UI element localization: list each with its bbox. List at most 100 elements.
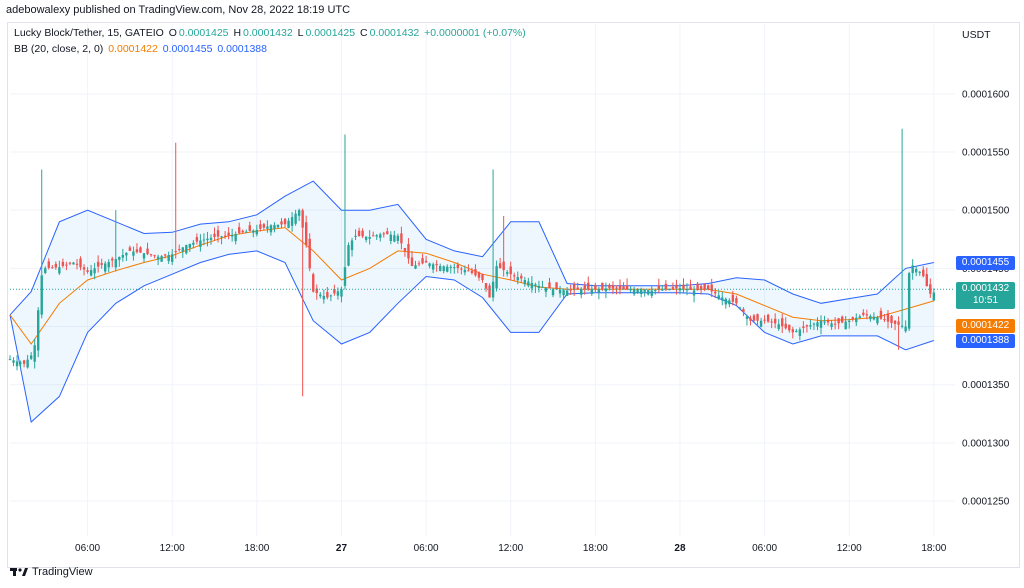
bb-upper-line	[9, 180, 934, 316]
candle-body	[456, 264, 460, 269]
legend-bb-label: BB (20, close, 2, 0)	[14, 43, 104, 55]
candle-body	[142, 253, 146, 259]
candle-body	[714, 291, 717, 294]
candle-body	[96, 261, 100, 267]
candle-body	[639, 289, 643, 294]
candle-body	[178, 249, 181, 251]
candle-body	[181, 247, 184, 252]
candle-body	[449, 266, 452, 268]
candle-body	[54, 263, 58, 268]
candle-body	[44, 268, 47, 273]
candle-body	[125, 252, 128, 256]
candle-body	[230, 234, 234, 237]
candle-body	[220, 236, 223, 238]
candle-body	[37, 310, 40, 351]
candle-body	[333, 288, 336, 294]
candle-body	[802, 326, 805, 328]
candle-body	[735, 298, 738, 304]
tradingview-footer[interactable]: TradingView	[10, 566, 93, 578]
candle-body	[509, 266, 512, 275]
candle-body	[135, 249, 139, 253]
candle-body	[12, 360, 15, 363]
candle-body	[29, 355, 33, 359]
candle-body	[379, 234, 382, 238]
candle-body	[58, 267, 61, 274]
candle-body	[516, 277, 519, 281]
candle-body	[558, 289, 562, 294]
candle-body	[498, 263, 502, 269]
candle-body	[227, 232, 230, 236]
candle-body	[527, 281, 530, 286]
candle-body	[922, 269, 925, 277]
candle-body	[237, 227, 241, 234]
chart-panel[interactable]	[7, 22, 1020, 568]
candle-body	[689, 286, 692, 290]
legend-close-label: C	[360, 27, 368, 39]
candle-body	[590, 289, 594, 294]
legend-bb-upper: 0.0001455	[162, 43, 213, 55]
candle-body	[329, 295, 333, 297]
candle-body	[100, 263, 103, 265]
legend-symbol: Lucky Block/Tether, 15, GATEIO	[14, 27, 164, 39]
candle-body	[248, 225, 251, 232]
candle-body	[576, 287, 579, 290]
candle-body	[202, 239, 206, 241]
candle-body	[541, 286, 544, 288]
candle-body	[696, 283, 699, 291]
bar-countdown: 10:51	[972, 295, 999, 307]
candle-body	[823, 321, 826, 323]
candle-body	[104, 263, 107, 272]
candle-body	[513, 275, 516, 277]
price-tick-label: 0.0001250	[962, 497, 1010, 508]
candle-body	[763, 319, 766, 321]
candle-body	[308, 238, 311, 269]
candle-body	[269, 225, 273, 233]
candle-body	[816, 322, 819, 327]
candle-body	[163, 254, 167, 256]
time-scale: 06:00 12:00 18:00 27 06:00 12:00 18:00 28 06:00 1…	[75, 543, 947, 554]
candle-body	[280, 221, 283, 225]
candle-body	[668, 289, 671, 291]
candle-body	[146, 248, 149, 255]
candle-body	[326, 291, 329, 298]
candle-body	[900, 325, 904, 327]
legend-bb[interactable]: BB (20, close, 2, 0) 0.0001422 0.0001455…	[14, 43, 269, 55]
legend-open-label: O	[168, 27, 177, 39]
legend-close: 0.0001432	[369, 27, 420, 39]
candle-body	[907, 273, 911, 329]
time-tick-label: 18:00	[244, 543, 269, 554]
candle-body	[781, 318, 784, 327]
candle-body	[692, 290, 696, 296]
candle-body	[855, 317, 858, 323]
candle-body	[414, 265, 417, 269]
candle-body	[389, 234, 393, 242]
legend-open: 0.0001425	[178, 27, 229, 39]
candle-body	[654, 290, 657, 292]
candle-body	[371, 235, 375, 237]
candle-body	[428, 263, 431, 267]
candle-body	[86, 270, 89, 272]
candle-body	[795, 330, 798, 332]
candle-body	[520, 275, 523, 279]
candle-body	[537, 285, 541, 288]
legend-low-label: L	[297, 27, 304, 39]
candle-body	[199, 240, 202, 247]
candle-body	[812, 323, 816, 325]
candle-body	[671, 287, 675, 289]
candle-body	[453, 267, 456, 269]
candle-body	[608, 284, 611, 289]
candle-body	[632, 289, 636, 295]
time-tick-label: 12:00	[837, 543, 862, 554]
candle-body	[601, 282, 604, 289]
candle-body	[742, 309, 745, 312]
candle-body	[886, 313, 890, 322]
candle-body	[241, 230, 244, 233]
candle-body	[505, 272, 509, 274]
candle-body	[848, 320, 851, 323]
candles	[8, 128, 936, 397]
candle-body	[421, 258, 424, 264]
candle-body	[446, 266, 449, 272]
candle-body	[364, 236, 368, 240]
candle-body	[223, 235, 227, 237]
